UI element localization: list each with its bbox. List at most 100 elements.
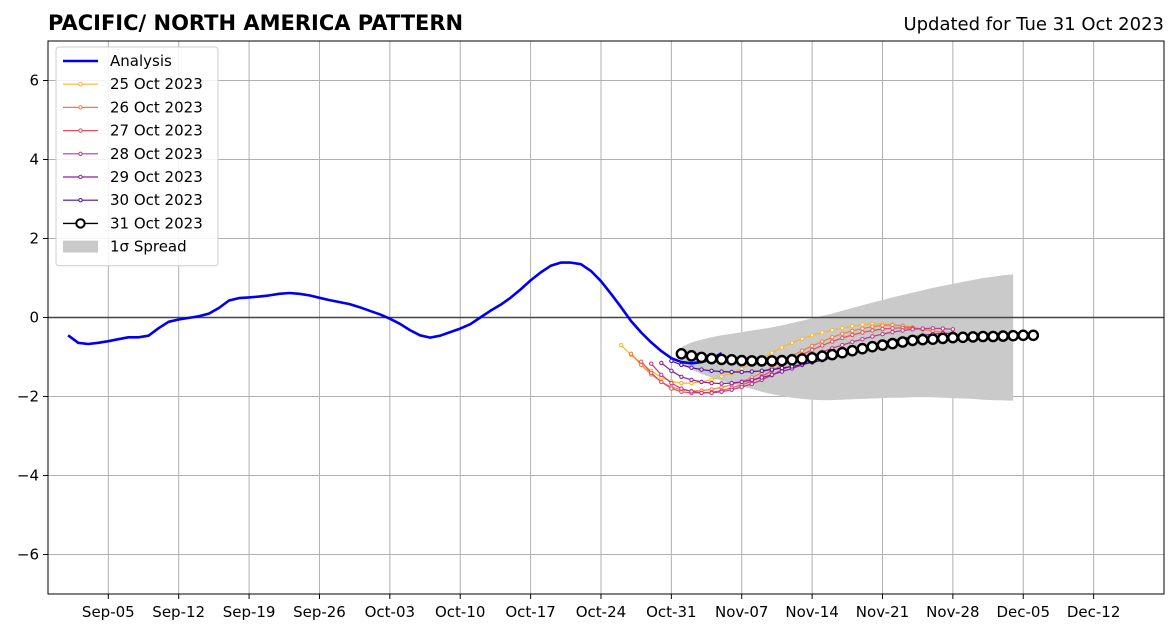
forecast-point bbox=[649, 361, 654, 366]
forecast-point bbox=[705, 352, 718, 365]
forecast-point bbox=[719, 374, 724, 379]
forecast-point bbox=[659, 379, 664, 385]
forecast-point bbox=[809, 347, 815, 353]
x-tick-label: Oct-31 bbox=[646, 603, 696, 621]
forecast-point bbox=[886, 337, 899, 350]
forecast-point bbox=[735, 354, 748, 367]
legend-swatch bbox=[63, 240, 98, 253]
x-tick-label: Sep-19 bbox=[223, 603, 276, 621]
forecast-point bbox=[719, 389, 724, 394]
forecast-point bbox=[850, 339, 855, 345]
forecast-point bbox=[729, 369, 734, 375]
forecast-point bbox=[890, 326, 895, 331]
forecast-point bbox=[1017, 329, 1030, 342]
updated-label: Updated for Tue 31 Oct 2023 bbox=[903, 14, 1164, 35]
forecast-point bbox=[987, 330, 999, 343]
forecast-point bbox=[695, 351, 708, 364]
forecast-point bbox=[749, 377, 754, 383]
x-tick-label: Sep-12 bbox=[152, 603, 205, 621]
y-tick-label: 0 bbox=[29, 309, 39, 327]
forecast-point bbox=[957, 331, 969, 344]
forecast-point bbox=[920, 326, 925, 331]
x-tick-label: Nov-14 bbox=[785, 603, 838, 621]
forecast-point bbox=[870, 328, 875, 333]
legend-marker bbox=[78, 128, 83, 133]
legend-item: 31 Oct 2023 bbox=[63, 214, 203, 232]
forecast-point bbox=[739, 379, 744, 385]
forecast-point bbox=[1007, 329, 1020, 342]
forecast-point bbox=[699, 367, 704, 372]
x-tick-label: Dec-05 bbox=[996, 603, 1050, 621]
forecast-point bbox=[880, 326, 885, 332]
legend-box bbox=[55, 46, 219, 267]
legend-label: 28 Oct 2023 bbox=[110, 145, 203, 163]
forecast-point bbox=[967, 331, 979, 343]
forecast-point bbox=[725, 353, 738, 366]
forecast-point bbox=[947, 331, 959, 344]
legend-item: Analysis bbox=[63, 52, 172, 70]
forecast-point bbox=[876, 339, 889, 351]
y-tick-label: 4 bbox=[29, 151, 39, 169]
forecast-point bbox=[910, 327, 915, 332]
forecast-point bbox=[739, 369, 744, 375]
forecast-point bbox=[826, 348, 839, 361]
legend-label: 26 Oct 2023 bbox=[110, 98, 203, 116]
forecast-point bbox=[830, 327, 835, 333]
forecast-point bbox=[796, 353, 808, 365]
forecast-point bbox=[679, 386, 684, 391]
forecast-point bbox=[669, 386, 674, 391]
forecast-point bbox=[799, 336, 805, 341]
forecast-point bbox=[977, 330, 989, 343]
forecast-point bbox=[820, 343, 825, 348]
legend-item: 27 Oct 2023 bbox=[63, 122, 203, 140]
y-tick-label: −4 bbox=[17, 467, 39, 485]
chart-title: PACIFIC/ NORTH AMERICA PATTERN bbox=[48, 11, 463, 35]
forecast-point bbox=[900, 328, 905, 333]
y-tick-label: −2 bbox=[17, 388, 39, 406]
legend-marker bbox=[78, 105, 83, 110]
forecast-point bbox=[950, 327, 956, 332]
legend-label: 30 Oct 2023 bbox=[110, 191, 203, 209]
forecast-point bbox=[746, 355, 758, 367]
forecast-point bbox=[850, 332, 855, 338]
forecast-point bbox=[846, 344, 859, 357]
forecast-point bbox=[809, 343, 815, 349]
forecast-point bbox=[618, 342, 624, 348]
legend-item: 29 Oct 2023 bbox=[63, 168, 203, 186]
x-tick-label: Nov-07 bbox=[715, 603, 768, 621]
forecast-point bbox=[840, 326, 845, 331]
forecast-point bbox=[649, 370, 654, 375]
x-tick-label: Nov-28 bbox=[926, 603, 979, 621]
forecast-point bbox=[896, 336, 909, 348]
forecast-point bbox=[799, 348, 805, 353]
forecast-point bbox=[709, 377, 714, 382]
forecast-point bbox=[715, 353, 728, 366]
legend-marker bbox=[75, 218, 86, 229]
forecast-point bbox=[870, 324, 875, 329]
forecast-point bbox=[709, 390, 714, 396]
legend-label: 25 Oct 2023 bbox=[110, 75, 203, 93]
legend-item: 28 Oct 2023 bbox=[63, 145, 203, 163]
forecast-point bbox=[840, 331, 845, 336]
forecast-point bbox=[749, 369, 754, 374]
y-tick-label: −6 bbox=[17, 546, 39, 564]
forecast-point bbox=[749, 381, 754, 387]
forecast-point bbox=[759, 368, 764, 373]
analysis-line bbox=[67, 261, 723, 365]
forecast-point bbox=[689, 365, 694, 370]
forecast-point bbox=[709, 380, 714, 386]
forecast-point bbox=[820, 330, 825, 335]
legend-label: Analysis bbox=[110, 52, 172, 70]
forecast-point bbox=[856, 342, 869, 355]
forecast-point bbox=[927, 333, 939, 346]
forecast-point bbox=[769, 372, 775, 377]
forecast-point bbox=[916, 333, 929, 346]
legend-label: 29 Oct 2023 bbox=[110, 168, 203, 186]
forecast-point bbox=[709, 368, 714, 373]
x-tick-label: Oct-10 bbox=[435, 603, 485, 621]
legend-label: 31 Oct 2023 bbox=[110, 214, 203, 232]
forecast-point bbox=[850, 324, 855, 329]
forecast-point bbox=[830, 339, 835, 344]
x-tick-label: Oct-17 bbox=[505, 603, 555, 621]
